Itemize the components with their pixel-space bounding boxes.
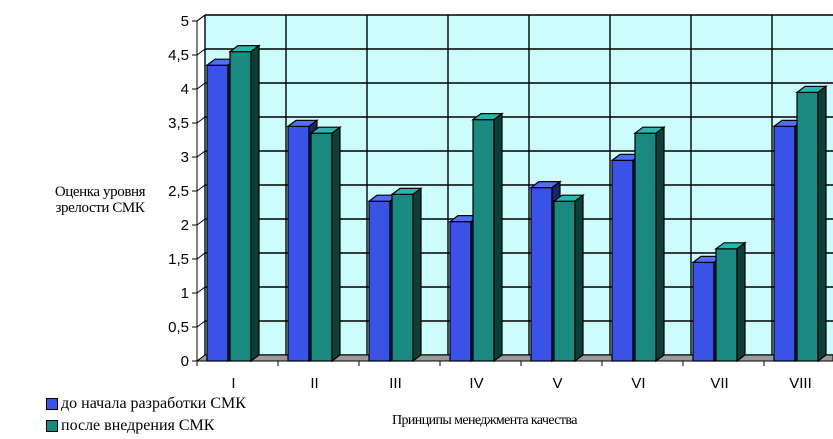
bar bbox=[449, 221, 472, 362]
x-tick-label: II bbox=[310, 375, 318, 392]
bar-side bbox=[412, 187, 422, 363]
bar bbox=[715, 248, 738, 362]
y-axis-title: Оценка уровня зрелости СМК bbox=[2, 184, 198, 216]
legend-label-before: до начала разработки СМК bbox=[61, 395, 246, 412]
x-tick-label: III bbox=[389, 375, 402, 392]
wall-edge bbox=[196, 14, 206, 22]
x-tick-label: VII bbox=[710, 375, 728, 392]
y-tick-label: 2 bbox=[181, 217, 189, 234]
y-tick-label: 2,5 bbox=[168, 183, 189, 200]
bar bbox=[553, 200, 576, 362]
y-tick-label: 4,5 bbox=[168, 47, 189, 64]
x-tick-label: VIII bbox=[789, 375, 812, 392]
bar bbox=[773, 125, 796, 362]
x-axis-title: Принципы менеджмента качества bbox=[392, 413, 577, 428]
gridline-side bbox=[196, 184, 206, 192]
x-tick-label: VI bbox=[631, 375, 645, 392]
bar-side bbox=[817, 85, 827, 363]
x-tick-label: V bbox=[552, 375, 562, 392]
legend-item-before: до начала разработки СМК bbox=[46, 393, 246, 415]
bar bbox=[472, 118, 495, 362]
bar bbox=[287, 125, 310, 362]
y-tick-label: 1,5 bbox=[168, 251, 189, 268]
bar-side bbox=[493, 112, 503, 363]
x-tick-label: IV bbox=[469, 375, 483, 392]
bar-side bbox=[331, 125, 341, 363]
legend: до начала разработки СМК после внедрения… bbox=[46, 393, 246, 437]
y-axis-title-line-2: зрелости СМК bbox=[55, 200, 145, 216]
bar bbox=[310, 132, 333, 362]
gridline-side bbox=[196, 116, 206, 124]
gridline-side bbox=[196, 252, 206, 260]
bar-side bbox=[736, 241, 746, 363]
bar bbox=[634, 132, 657, 362]
y-tick-label: 3 bbox=[181, 149, 189, 166]
gridline-side bbox=[196, 218, 206, 226]
bar bbox=[611, 159, 634, 362]
bar bbox=[368, 200, 391, 362]
y-tick-label: 0 bbox=[181, 353, 189, 370]
bar bbox=[391, 193, 414, 362]
y-tick-label: 3,5 bbox=[168, 115, 189, 132]
x-tick-label: I bbox=[231, 375, 235, 392]
legend-label-after: после внедрения СМК bbox=[61, 417, 215, 434]
gridline-side bbox=[196, 320, 206, 328]
y-tick-label: 0,5 bbox=[168, 319, 189, 336]
bar bbox=[796, 91, 819, 362]
legend-swatch-after bbox=[46, 420, 58, 432]
y-tick-label: 4 bbox=[181, 81, 189, 98]
gridline-side bbox=[196, 150, 206, 158]
y-axis-title-line-1: Оценка уровня bbox=[54, 184, 146, 200]
legend-item-after: после внедрения СМК bbox=[46, 415, 246, 437]
legend-swatch-before bbox=[46, 398, 58, 410]
bar bbox=[530, 187, 553, 362]
y-tick-label: 5 bbox=[181, 13, 189, 30]
bar-side bbox=[250, 44, 260, 363]
gridline-side bbox=[196, 48, 206, 56]
bar bbox=[206, 64, 229, 362]
bar-side bbox=[574, 193, 584, 363]
plot-area: 00,511,522,533,544,55I II III IV V VI VII VIII bbox=[168, 13, 833, 392]
y-tick-label: 1 bbox=[181, 285, 189, 302]
bar bbox=[229, 50, 252, 362]
bar bbox=[692, 261, 715, 362]
gridline-side bbox=[196, 286, 206, 294]
gridline-side bbox=[196, 82, 206, 90]
bar-side bbox=[655, 125, 665, 363]
